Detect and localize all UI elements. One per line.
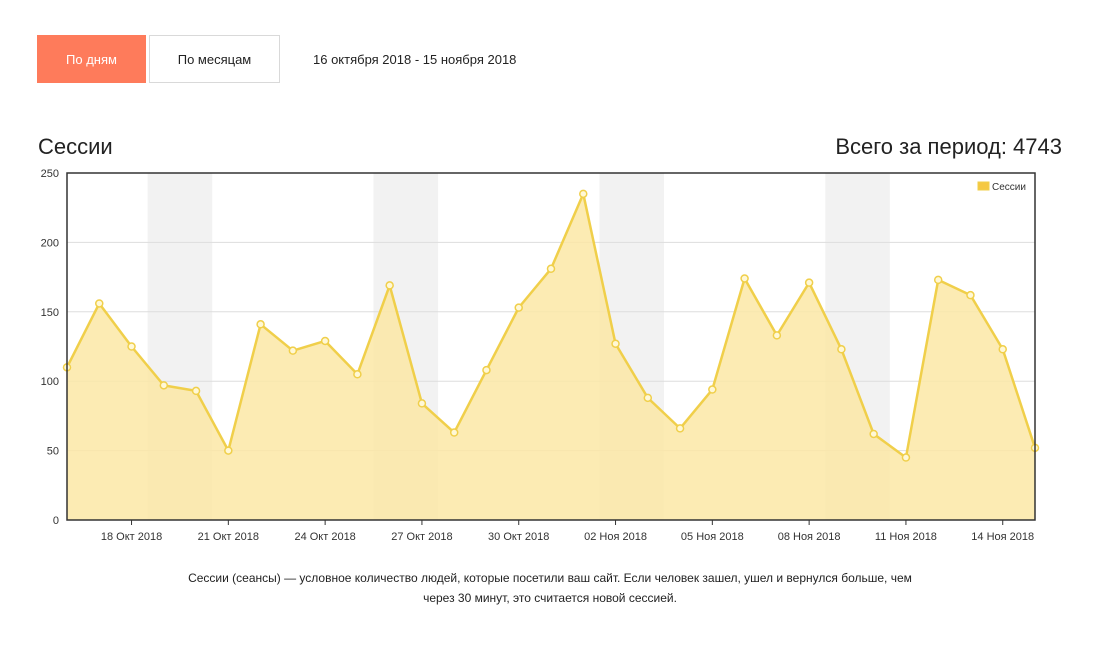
data-point-11 xyxy=(417,399,427,408)
data-point-19 xyxy=(675,424,685,433)
chart-caption: Сессии (сеансы) — условное количество лю… xyxy=(150,568,950,608)
y-tick-label-100: 100 xyxy=(41,376,59,388)
chart-title: Сессии xyxy=(38,134,113,159)
x-tick-label-17: 02 Ноя 2018 xyxy=(584,531,647,543)
data-point-17 xyxy=(611,339,620,348)
data-point-1 xyxy=(95,299,104,308)
caption-line-2: через 30 минут, это считается новой сесс… xyxy=(423,591,677,605)
data-point-15 xyxy=(546,264,556,274)
x-tick-label-8: 24 Окт 2018 xyxy=(294,531,355,543)
y-tick-label-250: 250 xyxy=(41,168,59,180)
y-tick-label-50: 50 xyxy=(47,446,59,458)
data-point-10 xyxy=(385,281,394,290)
data-point-2 xyxy=(127,342,136,351)
legend-swatch xyxy=(977,181,990,191)
data-point-13 xyxy=(482,365,491,375)
data-point-22 xyxy=(772,331,782,340)
data-point-4 xyxy=(191,386,201,396)
x-tick-label-2: 18 Окт 2018 xyxy=(101,531,162,543)
x-tick-label-29: 14 Ноя 2018 xyxy=(971,531,1034,543)
caption-line-1: Сессии (сеансы) — условное количество лю… xyxy=(188,571,912,585)
x-tick-label-23: 08 Ноя 2018 xyxy=(778,531,841,543)
data-point-20 xyxy=(708,385,717,394)
data-point-7 xyxy=(288,346,298,355)
data-point-24 xyxy=(837,345,846,354)
x-tick-label-20: 05 Ноя 2018 xyxy=(681,531,744,543)
data-point-16 xyxy=(579,189,588,199)
data-point-25 xyxy=(869,429,878,439)
plot-frame xyxy=(66,172,1036,521)
data-point-29 xyxy=(998,345,1007,354)
data-point-6 xyxy=(256,320,265,329)
toolbar: По дням По месяцам 16 октября 2018 - 15 … xyxy=(37,34,516,84)
sessions-chart: 0 50 100 150 200 250 18 Окт 2018 21 Окт 2018 24 … xyxy=(41,168,1040,543)
x-tick-label-14: 30 Окт 2018 xyxy=(488,531,549,543)
data-point-28 xyxy=(966,290,975,300)
data-point-21 xyxy=(740,274,749,283)
y-tick-label-150: 150 xyxy=(41,307,59,319)
data-point-5 xyxy=(224,446,233,455)
data-point-18 xyxy=(643,393,653,403)
x-tick-label-11: 27 Окт 2018 xyxy=(391,531,452,543)
data-point-3 xyxy=(159,381,169,390)
series-area xyxy=(67,193,1035,520)
data-point-26 xyxy=(901,453,911,462)
data-point-23 xyxy=(804,278,814,287)
y-tick-label-0: 0 xyxy=(53,515,59,527)
y-tick-label-200: 200 xyxy=(41,237,59,249)
data-point-27 xyxy=(933,275,943,285)
period-range: 16 октября 2018 - 15 ноября 2018 xyxy=(313,51,517,67)
data-point-12 xyxy=(449,428,459,437)
data-point-8 xyxy=(320,336,330,346)
by-days-button[interactable]: По дням xyxy=(37,35,146,83)
x-tick-label-26: 11 Ноя 2018 xyxy=(875,531,937,543)
period-total: Всего за период: 4743 xyxy=(835,134,1062,159)
legend-label: Сессии xyxy=(992,182,1026,193)
x-tick-label-5: 21 Окт 2018 xyxy=(198,531,259,543)
data-point-14 xyxy=(514,303,523,312)
data-point-9 xyxy=(353,370,362,379)
by-months-button[interactable]: По месяцам xyxy=(149,35,280,83)
